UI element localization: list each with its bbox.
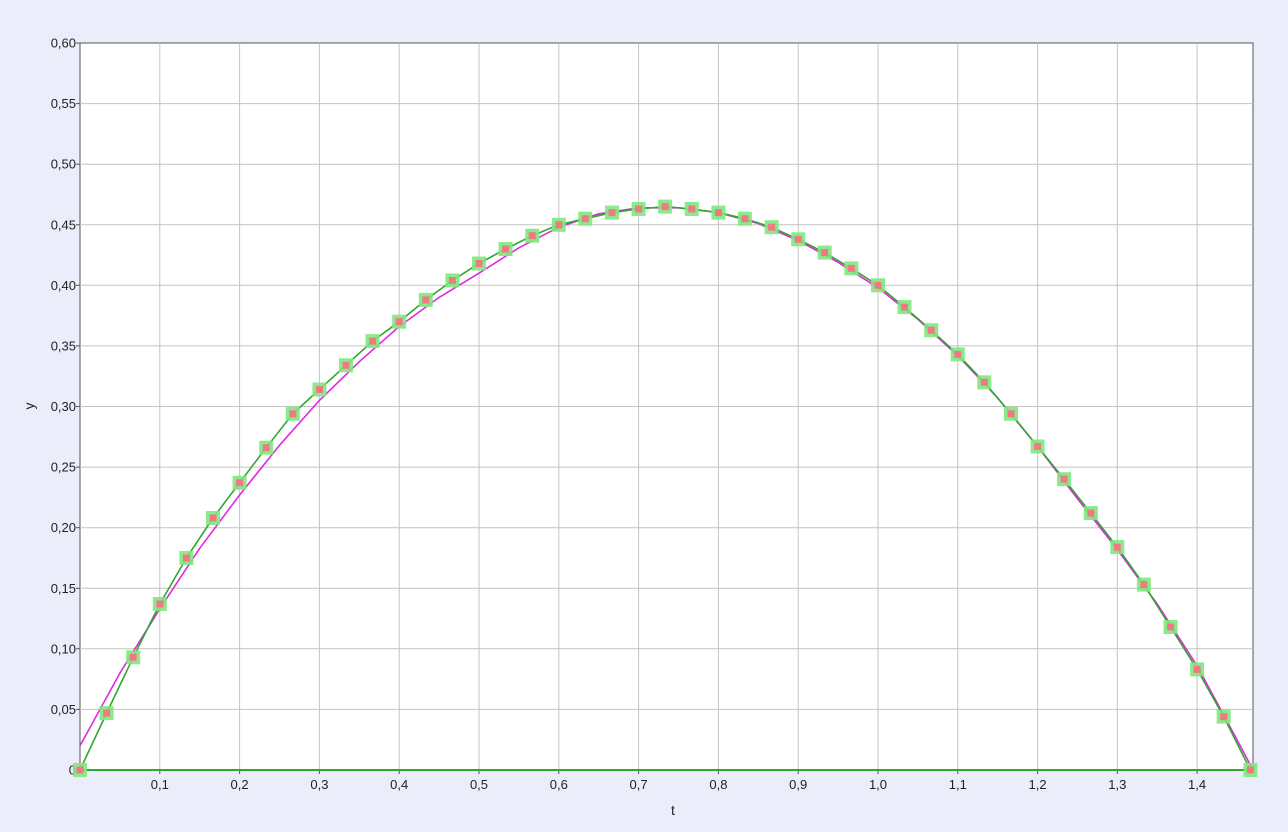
series-layer	[73, 199, 1258, 777]
data-point-center	[369, 337, 377, 345]
x-tick-label: 1,4	[1188, 777, 1206, 792]
x-tick-label: 0,1	[151, 777, 169, 792]
data-point-center	[954, 350, 962, 358]
x-tick-label: 0,2	[231, 777, 249, 792]
x-tick-label: 0,6	[550, 777, 568, 792]
data-point-center	[528, 232, 536, 240]
y-axis: 0 0,05 0,10 0,15 0,20 0,25 0,30 0,35 0,40 0,45 0,5…	[51, 36, 80, 778]
y-tick-label: 0,20	[51, 520, 76, 535]
data-point-center	[688, 205, 696, 213]
y-tick-label: 0,15	[51, 581, 76, 596]
data-point-center	[236, 479, 244, 487]
y-tick-label: 0,35	[51, 338, 76, 353]
x-tick-label: 0,8	[709, 777, 727, 792]
data-point-center	[1193, 665, 1201, 673]
data-point-center	[1034, 443, 1042, 450]
data-point-center	[714, 209, 722, 217]
data-point-center	[156, 600, 164, 608]
data-point-center	[847, 264, 855, 272]
y-tick-label: 0,25	[51, 460, 76, 475]
data-point-center	[661, 203, 669, 211]
y-tick-label: 0,05	[51, 702, 76, 717]
data-point-center	[901, 303, 908, 311]
data-point-center	[1060, 475, 1068, 483]
y-tick-label: 0	[69, 763, 76, 778]
data-point-center	[635, 205, 643, 213]
grid	[80, 43, 1253, 770]
y-axis-label: y	[21, 403, 37, 410]
x-axis-label: t	[671, 802, 675, 818]
data-point-center	[1140, 581, 1148, 589]
data-point-center	[1220, 713, 1228, 721]
data-point-center	[76, 766, 84, 774]
data-point-center	[794, 235, 802, 243]
y-tick-label: 0,40	[51, 278, 76, 293]
x-tick-label: 0,4	[390, 777, 408, 792]
x-tick-label: 1,3	[1108, 777, 1126, 792]
data-point-center	[927, 326, 935, 334]
data-point-center	[1246, 766, 1254, 774]
y-tick-label: 0,60	[51, 36, 76, 51]
data-point-center	[502, 245, 510, 253]
y-tick-label: 0,30	[51, 399, 76, 414]
y-tick-label: 0,50	[51, 157, 76, 172]
x-tick-label: 1,0	[869, 777, 887, 792]
x-tick-label: 0,3	[310, 777, 328, 792]
data-point-center	[1167, 623, 1175, 631]
data-point-center	[555, 221, 563, 229]
data-point-center	[1007, 410, 1015, 418]
data-point-center	[103, 709, 111, 717]
data-point-center	[741, 215, 749, 223]
y-tick-label: 0,55	[51, 96, 76, 111]
data-point-center	[422, 296, 430, 304]
data-point-center	[315, 386, 323, 393]
data-point-center	[581, 215, 589, 223]
data-point-center	[768, 223, 776, 231]
data-point-center	[342, 361, 350, 369]
data-point-center	[475, 260, 483, 267]
x-tick-label: 1,1	[949, 777, 967, 792]
data-point-center	[182, 554, 190, 562]
data-point-center	[821, 249, 829, 257]
x-tick-label: 0,9	[789, 777, 807, 792]
x-tick-label: 0,5	[470, 777, 488, 792]
data-point-center	[395, 318, 403, 326]
data-point-center	[129, 653, 137, 661]
data-point-center	[1113, 543, 1121, 551]
x-tick-label: 1,2	[1029, 777, 1047, 792]
data-point-center	[262, 444, 270, 452]
y-tick-label: 0,45	[51, 217, 76, 232]
y-tick-label: 0,10	[51, 641, 76, 656]
data-point-center	[289, 410, 297, 418]
x-axis: 0,1 0,2 0,3 0,4 0,5 0,6 0,7 0,8 0,9 1,0 1,1 1,2 1,3 1…	[151, 770, 1206, 792]
data-point-center	[448, 277, 456, 284]
data-point-center	[1087, 509, 1095, 517]
data-point-center	[874, 281, 882, 289]
data-point-center	[980, 378, 988, 386]
data-point-center	[608, 209, 616, 217]
data-point-center	[209, 514, 217, 522]
x-tick-label: 0,7	[630, 777, 648, 792]
